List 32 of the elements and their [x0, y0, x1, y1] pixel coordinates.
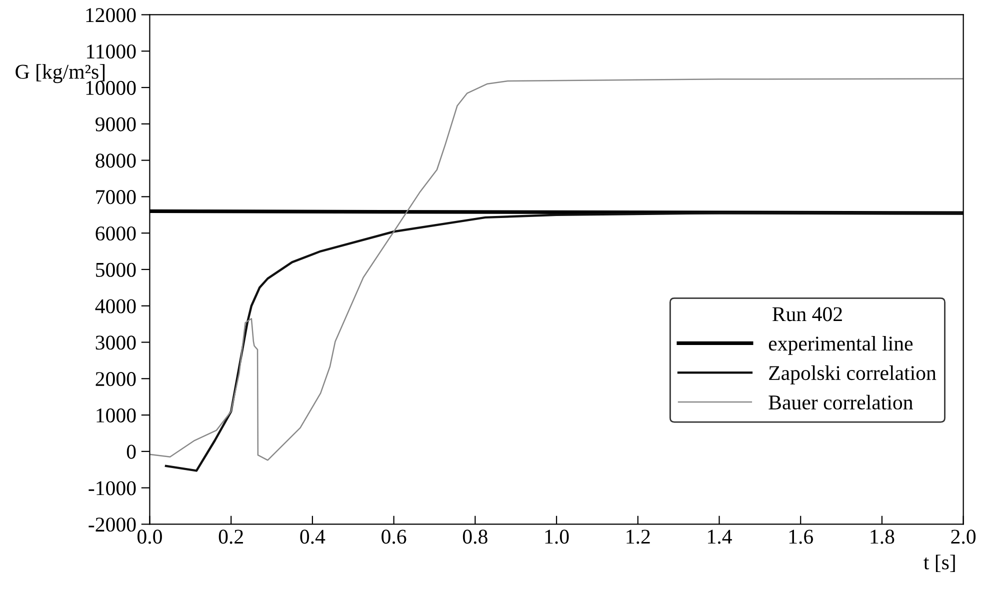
x-tick-label: 0.8: [462, 530, 488, 544]
legend-label: experimental line: [768, 336, 913, 355]
y-tick-label: 3000: [96, 336, 136, 350]
y-tick-label: 11000: [87, 44, 136, 59]
y-tick-label: 2000: [96, 372, 136, 386]
y-tick-label: 8000: [96, 154, 136, 168]
x-tick-label: 0.0: [137, 530, 162, 544]
x-tick-label: 0.6: [382, 530, 406, 544]
legend-title: Run 402: [772, 307, 842, 322]
legend-label: Bauer correlation: [768, 394, 913, 410]
x-axis-title: t [s]: [924, 554, 955, 572]
x-tick-label: 0.4: [300, 530, 326, 544]
x-tick-label: 0.2: [218, 530, 243, 544]
legend-label: Zapolski correlation: [769, 365, 936, 384]
y-tick-label: 4000: [95, 299, 136, 314]
x-tick-label: 2.0: [951, 530, 976, 544]
y-tick-label: 1000: [96, 408, 136, 422]
y-tick-label: 12000: [86, 8, 136, 22]
x-tick-label: 1.2: [626, 530, 650, 544]
y-tick-label: 5000: [96, 262, 136, 277]
y-tick-label: 0: [126, 444, 136, 459]
y-tick-label: 7000: [96, 190, 136, 204]
x-tick-label: 1.4: [708, 530, 732, 544]
x-tick-label: 1.6: [789, 530, 814, 544]
line-series: [164, 212, 964, 472]
x-tick-label: 1.0: [545, 530, 569, 544]
line-series: [150, 78, 964, 461]
y-tick-label: -2000: [88, 518, 136, 532]
y-tick-label: 6000: [96, 226, 136, 241]
y-tick-label: -1000: [88, 481, 136, 496]
y-tick-label: 9000: [96, 117, 136, 132]
x-tick-label: 1.8: [870, 530, 894, 544]
